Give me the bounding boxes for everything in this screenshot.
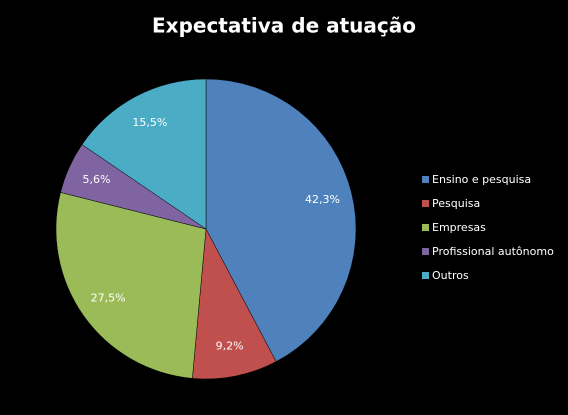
- data-label: 27,5%: [91, 291, 126, 304]
- data-label: 9,2%: [216, 340, 244, 353]
- pie-slice: [55, 192, 207, 379]
- legend-label: Outros: [432, 269, 469, 282]
- legend-swatch: [422, 272, 429, 279]
- legend-swatch: [422, 224, 429, 231]
- legend-label: Pesquisa: [432, 197, 480, 210]
- legend-swatch: [422, 200, 429, 207]
- legend-swatch: [422, 176, 429, 183]
- chart-title: Expectativa de atuação: [152, 14, 416, 38]
- pie-slice: [81, 78, 207, 230]
- pie-slice: [205, 78, 357, 362]
- data-label: 42,3%: [305, 193, 340, 206]
- legend-label: Empresas: [432, 221, 486, 234]
- data-label: 15,5%: [132, 116, 167, 129]
- pie-slice: [192, 228, 277, 380]
- data-label: 5,6%: [83, 173, 111, 186]
- legend-label: Ensino e pesquisa: [432, 173, 531, 186]
- legend-label: Profissional autônomo: [432, 245, 554, 258]
- legend-swatch: [422, 248, 429, 255]
